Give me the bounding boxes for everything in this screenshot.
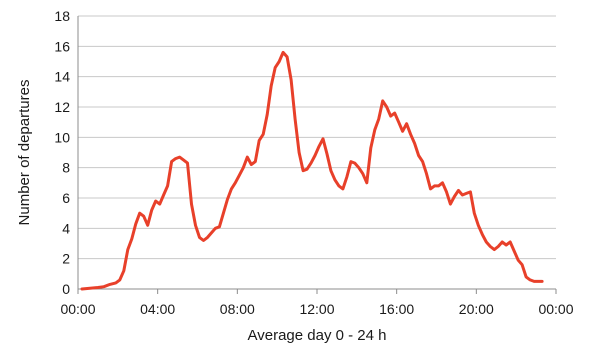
x-tick-label: 04:00: [140, 301, 175, 317]
x-tick-label: 20:00: [459, 301, 494, 317]
series-layer: [80, 50, 544, 291]
x-axis-title: Average day 0 - 24 h: [248, 327, 387, 344]
y-tick-label: 8: [62, 160, 70, 176]
y-axis-title: Number of departures: [16, 80, 33, 226]
x-tick-label: 08:00: [220, 301, 255, 317]
x-tick-label: 00:00: [538, 301, 573, 317]
y-tick-label: 10: [54, 129, 70, 145]
y-tick-label: 12: [54, 99, 70, 115]
y-tick-label: 18: [54, 8, 70, 24]
x-tick-label: 00:00: [60, 301, 95, 317]
grid-layer: [78, 15, 556, 260]
y-tick-label: 4: [62, 220, 70, 236]
x-tick-label: 16:00: [379, 301, 414, 317]
y-tick-label: 16: [54, 38, 70, 54]
y-tick-label: 6: [62, 190, 70, 206]
y-tick-label: 2: [62, 251, 70, 267]
y-tick-label: 0: [62, 281, 70, 297]
y-tick-label: 14: [54, 69, 70, 85]
tick-label-layer: 0 2 4 6 8 10 12 14 16 18 00:00 04:00 08:00 12:00 16:00…: [54, 8, 573, 317]
axis-layer: [77, 16, 557, 294]
x-tick-label: 12:00: [299, 301, 334, 317]
series-line: [80, 50, 544, 291]
